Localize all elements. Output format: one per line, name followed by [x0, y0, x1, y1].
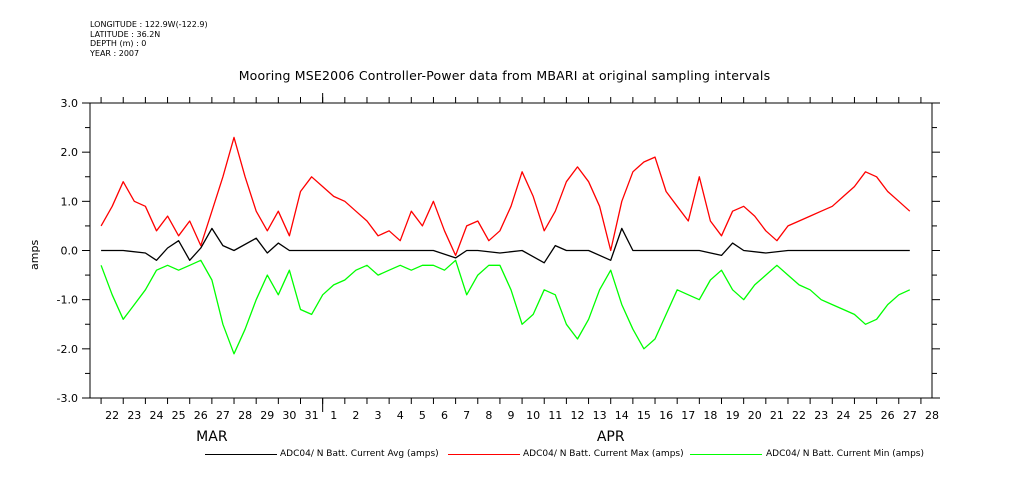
x-tick-label: 8	[485, 409, 492, 422]
x-tick-label: 27	[216, 409, 230, 422]
x-tick-label: 25	[859, 409, 873, 422]
x-tick-label: 18	[703, 409, 717, 422]
x-tick-label: 29	[260, 409, 274, 422]
y-tick-label: -3.0	[57, 392, 78, 405]
x-tick-label: 22	[105, 409, 119, 422]
x-tick-label: 1	[330, 409, 337, 422]
x-tick-label: 10	[526, 409, 540, 422]
x-tick-label: 30	[282, 409, 296, 422]
x-tick-label: 6	[441, 409, 448, 422]
x-tick-label: 19	[726, 409, 740, 422]
series-layer	[100, 136, 911, 355]
x-tick-label: 25	[172, 409, 186, 422]
y-axis-label: amps	[28, 239, 41, 270]
x-tick-label: 24	[836, 409, 850, 422]
x-tick-label: 22	[792, 409, 806, 422]
y-tick-label: -2.0	[57, 343, 78, 356]
x-tick-label: 11	[548, 409, 562, 422]
year-label: YEAR : 2007	[90, 48, 140, 58]
series-line-0	[101, 227, 910, 264]
x-tick-label: 2	[352, 409, 359, 422]
x-tick-label: 21	[770, 409, 784, 422]
x-tick-label: 23	[814, 409, 828, 422]
month-label: MAR	[196, 429, 228, 445]
ticks: 3.02.01.00.0-1.0-2.0-3.022 23 24 25 26 27 28 29…	[57, 93, 940, 445]
x-tick-label: 31	[305, 409, 319, 422]
x-tick-label: 27	[903, 409, 917, 422]
series-line-1	[100, 136, 911, 257]
y-tick-label: 0.0	[61, 245, 79, 258]
x-tick-label: 28	[238, 409, 252, 422]
x-tick-label: 13	[593, 409, 607, 422]
x-tick-label: 15	[637, 409, 651, 422]
metadata-block: LONGITUDE : 122.9W(-122.9) LATITUDE : 36…	[90, 20, 208, 58]
x-tick-label: 16	[659, 409, 673, 422]
longitude-label: LONGITUDE : 122.9W(-122.9)	[90, 20, 208, 29]
x-tick-label: 5	[419, 409, 426, 422]
x-tick-label: 26	[881, 409, 895, 422]
y-tick-label: -1.0	[57, 294, 78, 307]
latitude-label: LATITUDE : 36.2N	[90, 29, 161, 39]
y-tick-label: 1.0	[61, 195, 79, 208]
x-tick-label: 24	[149, 409, 163, 422]
x-tick-label: 7	[463, 409, 470, 422]
y-tick-label: 2.0	[61, 146, 79, 159]
x-tick-label: 9	[508, 409, 515, 422]
x-tick-label: 12	[570, 409, 584, 422]
x-tick-label: 3	[375, 409, 382, 422]
series-line-2	[100, 259, 911, 355]
x-tick-label: 20	[748, 409, 762, 422]
x-tick-label: 23	[127, 409, 141, 422]
x-tick-label: 26	[194, 409, 208, 422]
y-tick-label: 3.0	[61, 97, 79, 110]
x-tick-label: 14	[615, 409, 629, 422]
chart-title: Mooring MSE2006 Controller-Power data fr…	[238, 68, 771, 83]
month-label: APR	[597, 429, 625, 445]
depth-label: DEPTH (m) : 0	[90, 39, 147, 48]
x-tick-label: 4	[397, 409, 404, 422]
x-tick-label: 28	[925, 409, 939, 422]
x-tick-label: 17	[681, 409, 695, 422]
